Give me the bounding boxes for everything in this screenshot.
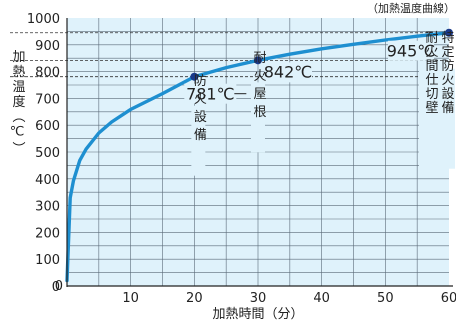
data-point [254,56,262,65]
value-label: 781℃ [186,85,235,104]
x-tick-label: 50 [377,291,394,306]
y-tick-label: 400 [35,173,60,188]
value-label: 842℃ [264,62,313,81]
y-tick-label: 800 [35,66,60,81]
chart-title: （加熱温度曲線） [367,1,455,15]
x-tick-label: 60 [441,291,456,306]
label-background [388,40,434,61]
label-background [419,68,455,169]
data-point [190,72,199,81]
series-line [65,31,451,283]
y-tick-label: 0 [55,279,63,294]
y-axis-label: 加熱温度（℃） [10,50,26,157]
label-background [264,62,312,83]
annotation-text: 特定防火設備 [439,31,455,115]
y-tick-label: 700 [35,92,60,107]
y-tick-label: 100 [35,253,60,268]
y-tick-label: 900 [35,39,60,54]
annotation-text: 防火設備 [191,73,207,146]
x-tick-label: 30 [250,291,267,306]
x-tick-label: 40 [313,291,330,306]
y-tick-label: 600 [35,119,60,134]
value-label: 945℃ [387,42,436,61]
y-tick-label: 0 [52,280,60,295]
x-tick-label: 10 [122,291,139,306]
label-background [184,83,237,104]
y-tick-label: 500 [35,146,60,161]
y-tick-label: 1000 [27,12,60,27]
y-tick-label: 300 [35,200,60,215]
label-background [191,105,206,176]
label-background [251,82,265,153]
y-tick-label: 200 [35,226,60,241]
x-axis-label: 加熱時間（分） [212,307,303,322]
data-point [445,28,453,37]
annotation-text: 耐火間仕切壁 [423,31,439,115]
annotation-text: 耐火屋根 [251,50,267,122]
x-tick-label: 20 [186,291,203,306]
